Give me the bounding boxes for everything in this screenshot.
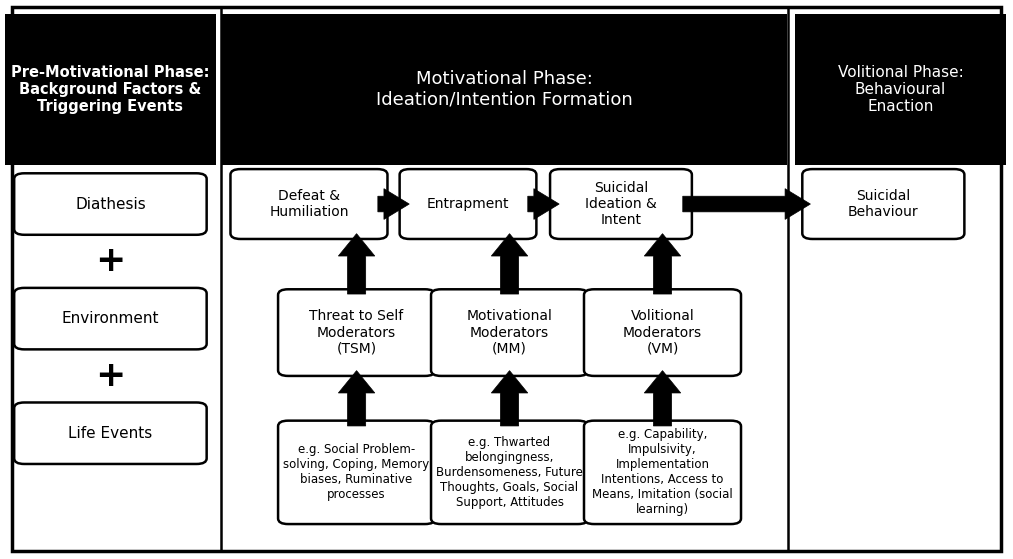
Polygon shape [491,371,528,426]
Text: e.g. Social Problem-
solving, Coping, Memory
biases, Ruminative
processes: e.g. Social Problem- solving, Coping, Me… [284,443,430,501]
Text: Suicidal
Ideation &
Intent: Suicidal Ideation & Intent [586,181,656,228]
Polygon shape [644,234,681,294]
Polygon shape [338,371,375,426]
FancyBboxPatch shape [550,169,692,239]
FancyBboxPatch shape [222,14,787,165]
Text: Threat to Self
Moderators
(TSM): Threat to Self Moderators (TSM) [309,309,404,356]
FancyBboxPatch shape [795,14,1006,165]
FancyBboxPatch shape [432,420,588,524]
Text: +: + [95,359,126,392]
Text: Defeat &
Humiliation: Defeat & Humiliation [269,189,348,219]
Text: Pre-Motivational Phase:
Background Factors &
Triggering Events: Pre-Motivational Phase: Background Facto… [11,64,210,115]
FancyBboxPatch shape [278,420,436,524]
FancyBboxPatch shape [231,169,387,239]
Polygon shape [683,189,810,219]
Text: e.g. Capability,
Impulsivity,
Implementation
Intentions, Access to
Means, Imitat: e.g. Capability, Impulsivity, Implementa… [593,428,732,517]
FancyBboxPatch shape [432,290,588,376]
Text: e.g. Thwarted
belongingness,
Burdensomeness, Future
Thoughts, Goals, Social
Supp: e.g. Thwarted belongingness, Burdensomen… [437,436,582,509]
Text: Entrapment: Entrapment [426,197,510,211]
Text: Life Events: Life Events [68,426,153,440]
Text: Environment: Environment [62,311,159,326]
Text: Suicidal
Behaviour: Suicidal Behaviour [848,189,919,219]
Polygon shape [491,234,528,294]
FancyBboxPatch shape [5,14,216,165]
Polygon shape [644,371,681,426]
Text: Volitional Phase:
Behavioural
Enaction: Volitional Phase: Behavioural Enaction [838,64,963,115]
FancyBboxPatch shape [278,290,436,376]
FancyBboxPatch shape [585,420,742,524]
Text: Diathesis: Diathesis [75,197,146,211]
FancyBboxPatch shape [400,169,537,239]
Polygon shape [338,234,375,294]
FancyBboxPatch shape [14,288,207,349]
FancyBboxPatch shape [585,290,742,376]
Polygon shape [528,189,559,219]
Polygon shape [378,189,409,219]
FancyBboxPatch shape [802,169,964,239]
FancyBboxPatch shape [12,7,1001,551]
Text: Volitional
Moderators
(VM): Volitional Moderators (VM) [623,309,702,356]
FancyBboxPatch shape [14,173,207,235]
Text: Motivational
Moderators
(MM): Motivational Moderators (MM) [467,309,552,356]
Text: +: + [95,244,126,278]
FancyBboxPatch shape [14,402,207,464]
Text: Motivational Phase:
Ideation/Intention Formation: Motivational Phase: Ideation/Intention F… [376,70,633,109]
